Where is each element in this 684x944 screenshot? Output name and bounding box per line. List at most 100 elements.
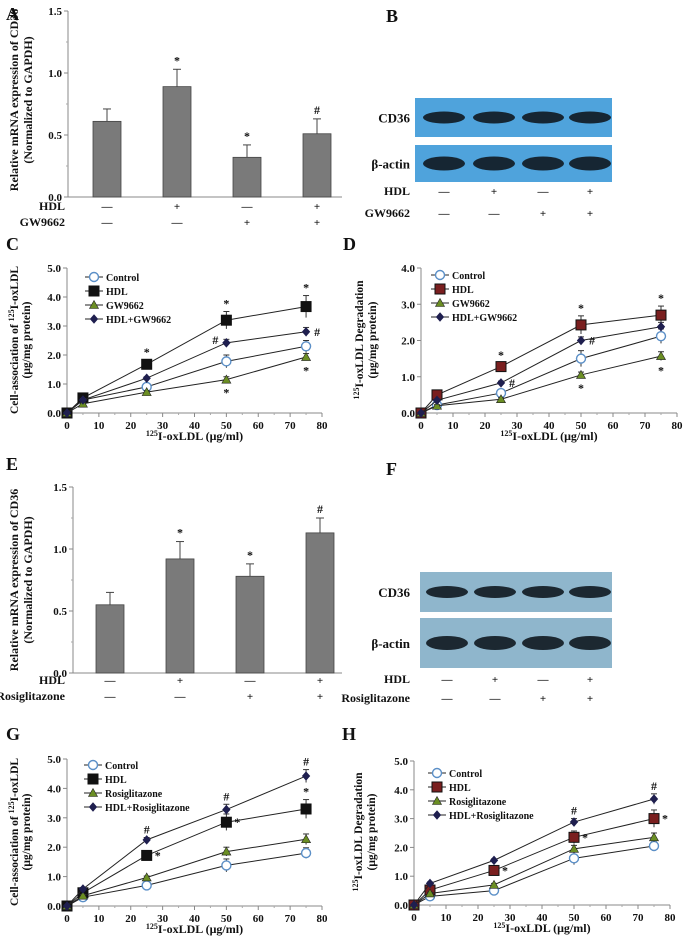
panel-B: B CD36 β-actin HDL — + — + GW9662 — — + + [365,6,612,220]
data-point-triangle [568,843,580,853]
significance-mark: * [174,53,180,67]
treatment-sign: — [241,201,254,213]
bar [302,133,332,198]
x-tick-label: 70 [633,912,645,924]
significance-mark: * [658,291,664,305]
x-tick-label: 20 [125,913,137,925]
x-tick-label: 50 [569,912,581,924]
treatment-sign: + [177,675,183,687]
significance-mark: * [578,301,584,315]
x-tick-label: 20 [480,420,492,432]
y-tick-label: 2.0 [394,842,408,854]
panel-letter: C [6,234,19,254]
legend-entry: Rosiglitazone [449,797,507,808]
significance-mark: * [177,526,183,540]
bar [92,120,122,198]
series-line [413,845,655,906]
x-tick-label: 50 [221,913,233,925]
significance-mark: * [662,812,668,826]
significance-mark: # [571,804,577,818]
significance-mark: * [582,830,588,844]
legend-entry: HDL+Rosiglitazone [449,811,534,822]
x-tick-label: 60 [253,420,265,432]
data-point-triangle [221,846,232,856]
y-tick-label: 3.0 [47,321,61,333]
x-tick-label: 40 [189,420,201,432]
data-point-circle-open [300,847,312,859]
data-point-circle-open [221,356,232,367]
data-point-diamond [222,338,231,348]
blot-band [473,111,515,124]
data-point-square [655,309,667,321]
significance-mark: * [578,381,584,395]
significance-mark: * [223,386,229,400]
data-point-circle-open [655,330,667,342]
series-line [413,818,655,906]
data-point-triangle [77,890,88,900]
data-point-square [575,319,587,331]
panel-letter: F [386,459,397,479]
treatment-label: HDL [384,184,410,198]
legend-entry: GW9662 [452,299,490,310]
significance-mark: # [314,325,320,339]
treatment-sign: — [488,208,501,220]
y-tick-label: 0.0 [394,900,408,912]
data-point-triangle [301,351,312,361]
treatment-label: GW9662 [20,215,65,229]
x-tick-label: 70 [285,913,297,925]
significance-mark: # [317,502,323,516]
y-axis-label: Relative mRNA expression of CD36(Normali… [7,489,35,671]
data-point-diamond [569,817,579,827]
data-point-diamond [301,771,311,781]
significance-mark: * [144,345,150,359]
significance-mark: # [651,779,657,793]
y-axis-label-unit: (μg/mg protein) [367,301,379,378]
data-point-triangle [221,374,232,384]
data-point-diamond [425,878,435,889]
legend-marker [87,773,99,785]
x-tick-label: 10 [441,912,453,924]
x-tick-label: 50 [576,420,588,432]
blot-band [522,636,564,650]
panel-G: G 0.0 1.0 2.0 3.0 4.0 5.0 0 10 20 30 40 50 60 70 80 125I… [6,724,328,936]
x-tick-label: 0 [64,913,70,925]
x-tick-label: 60 [601,912,613,924]
x-tick-label: 0 [411,912,417,924]
treatment-sign: — [101,201,114,213]
treatment-sign: — [244,675,257,687]
data-point-diamond [142,373,151,383]
legend-entry: Control [106,273,139,284]
data-point-diamond [416,408,426,418]
data-point-diamond [78,884,88,894]
series-line [66,345,307,414]
y-axis-label: Cell-association of 125I-oxLDL [7,758,21,906]
legend-entry: Rosiglitazone [105,789,163,800]
legend-marker [89,314,99,324]
significance-mark: # [303,755,309,769]
data-point-square [300,301,312,313]
panel-letter: E [6,454,18,474]
y-tick-label: 4.0 [47,292,61,304]
treatment-sign: + [317,675,323,687]
treatment-sign: — [101,217,114,229]
data-point-triangle [141,872,152,882]
bar [232,156,262,198]
legend-entry: HDL+GW9662 [106,315,171,326]
treatment-sign: + [244,217,250,229]
y-tick-label: 0.0 [47,408,61,420]
x-tick-label: 30 [505,912,517,924]
bar [95,604,125,674]
data-point-diamond [62,901,72,911]
x-tick-label: 0 [64,420,70,432]
treatment-sign: — [438,186,451,198]
data-point-circle-open [221,860,232,871]
legend-marker [88,285,100,297]
legend-marker [88,802,98,812]
x-tick-label: 30 [157,913,169,925]
significance-mark: * [223,297,229,311]
data-point-triangle [431,400,443,410]
treatment-sign: — [441,674,454,686]
legend-marker [88,271,100,283]
panel-C: C 0.0 1.0 2.0 3.0 4.0 5.0 0 10 20 30 40 50 60 70 80 125I… [6,234,328,443]
data-point-square [141,358,153,370]
